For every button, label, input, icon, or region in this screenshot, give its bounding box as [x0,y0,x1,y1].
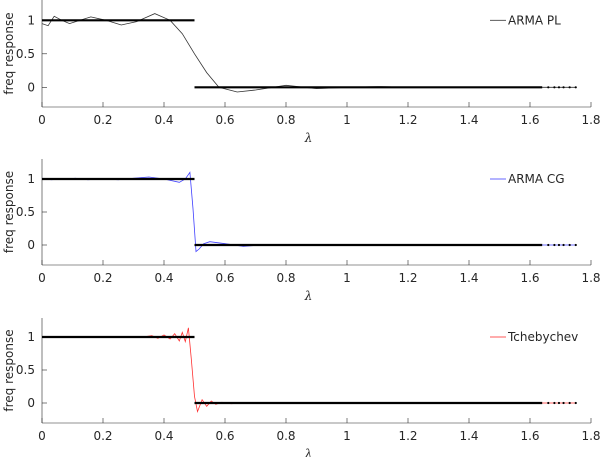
subplot-2: 0 0.2 0.4 0.6 0.8 1 1.2 1.4 1.6 1.8 0 0.5 1 freq resp… [2,159,600,303]
ideal-sample-point [547,243,550,247]
legend-label: Tchebychev [507,330,578,344]
ideal-sample-point [568,401,571,405]
ideal-sample-point [574,86,577,89]
y-axis-label: freq response [2,329,16,411]
ideal-sample-point [562,243,565,247]
x-tick-label: 0 [38,113,46,127]
x-tick-label: 1.2 [398,113,417,127]
subplot-1: 0 0.2 0.4 0.6 0.8 1 1.2 1.4 1.6 1.8 0 0.5 1 freq resp… [2,0,600,145]
y-tick-label: 0.5 [16,363,35,377]
ideal-sample-point [553,243,556,247]
subplot-3: 0 0.2 0.4 0.6 0.8 1 1.2 1.4 1.6 1.8 0 0.5 1 freq resp… [2,318,600,461]
y-axis-label: freq response [2,171,16,253]
y-axis-label: freq response [2,12,16,94]
y-tick-label: 0 [27,238,35,252]
ideal-sample-point [557,86,561,89]
y-tick-label: 0 [27,80,35,94]
x-tick-label: 1.8 [581,113,600,127]
x-tick-label: 0.8 [276,113,295,127]
x-tick-label: 0.2 [93,113,112,127]
x-tick-label: 1.4 [459,113,478,127]
response-curve-arma-cg [41,171,576,253]
x-tick-label: 1.6 [520,271,539,285]
ideal-sample-point [568,86,571,89]
y-tick-label: 0 [27,396,35,410]
y-tick-label: 0.5 [16,47,35,61]
x-tick-label: 0.6 [215,271,234,285]
x-axis-label: λ [304,447,313,457]
ideal-sample-point [557,401,561,405]
x-tick-label: 1.2 [398,429,417,443]
legend-label: ARMA CG [508,172,565,186]
x-tick-label: 1.6 [520,429,539,443]
x-axis-label: λ [304,289,313,303]
ideal-sample-point [574,243,577,247]
x-tick-label: 0.8 [276,271,295,285]
x-tick-label: 0.8 [276,429,295,443]
ideal-sample-point [553,401,556,405]
ideal-sample-point [562,86,565,89]
x-tick-label: 0.2 [93,429,112,443]
y-tick-label: 1 [27,330,35,344]
x-tick-label: 0.2 [93,271,112,285]
ideal-sample-point [568,243,571,247]
ideal-sample-point [574,401,577,405]
x-tick-label: 1 [343,429,351,443]
ideal-sample-point [553,86,556,89]
x-tick-label: 0 [38,429,46,443]
x-axis-label: λ [304,131,313,145]
x-tick-label: 0.4 [154,271,173,285]
x-tick-label: 1.6 [520,113,539,127]
legend-label: ARMA PL [508,13,561,27]
x-tick-label: 1.2 [398,271,417,285]
x-tick-label: 1.4 [459,429,478,443]
x-tick-label: 1 [343,113,351,127]
y-tick-label: 1 [27,13,35,27]
y-tick-label: 0.5 [16,205,35,219]
ideal-sample-point [557,243,561,247]
x-tick-label: 0.6 [215,429,234,443]
response-curve-tchebychev [42,327,576,414]
response-curve-arma-pl [41,13,576,93]
x-tick-label: 0.6 [215,113,234,127]
ideal-sample-point [547,401,550,405]
ideal-sample-point [547,86,550,89]
x-tick-label: 0 [38,271,46,285]
x-tick-label: 1 [343,271,351,285]
x-tick-label: 1.4 [459,271,478,285]
x-tick-label: 1.8 [581,271,600,285]
x-tick-label: 1.8 [581,429,600,443]
ideal-sample-point [562,401,565,405]
x-tick-label: 0.4 [154,429,173,443]
y-tick-label: 1 [27,172,35,186]
x-tick-label: 0.4 [154,113,173,127]
